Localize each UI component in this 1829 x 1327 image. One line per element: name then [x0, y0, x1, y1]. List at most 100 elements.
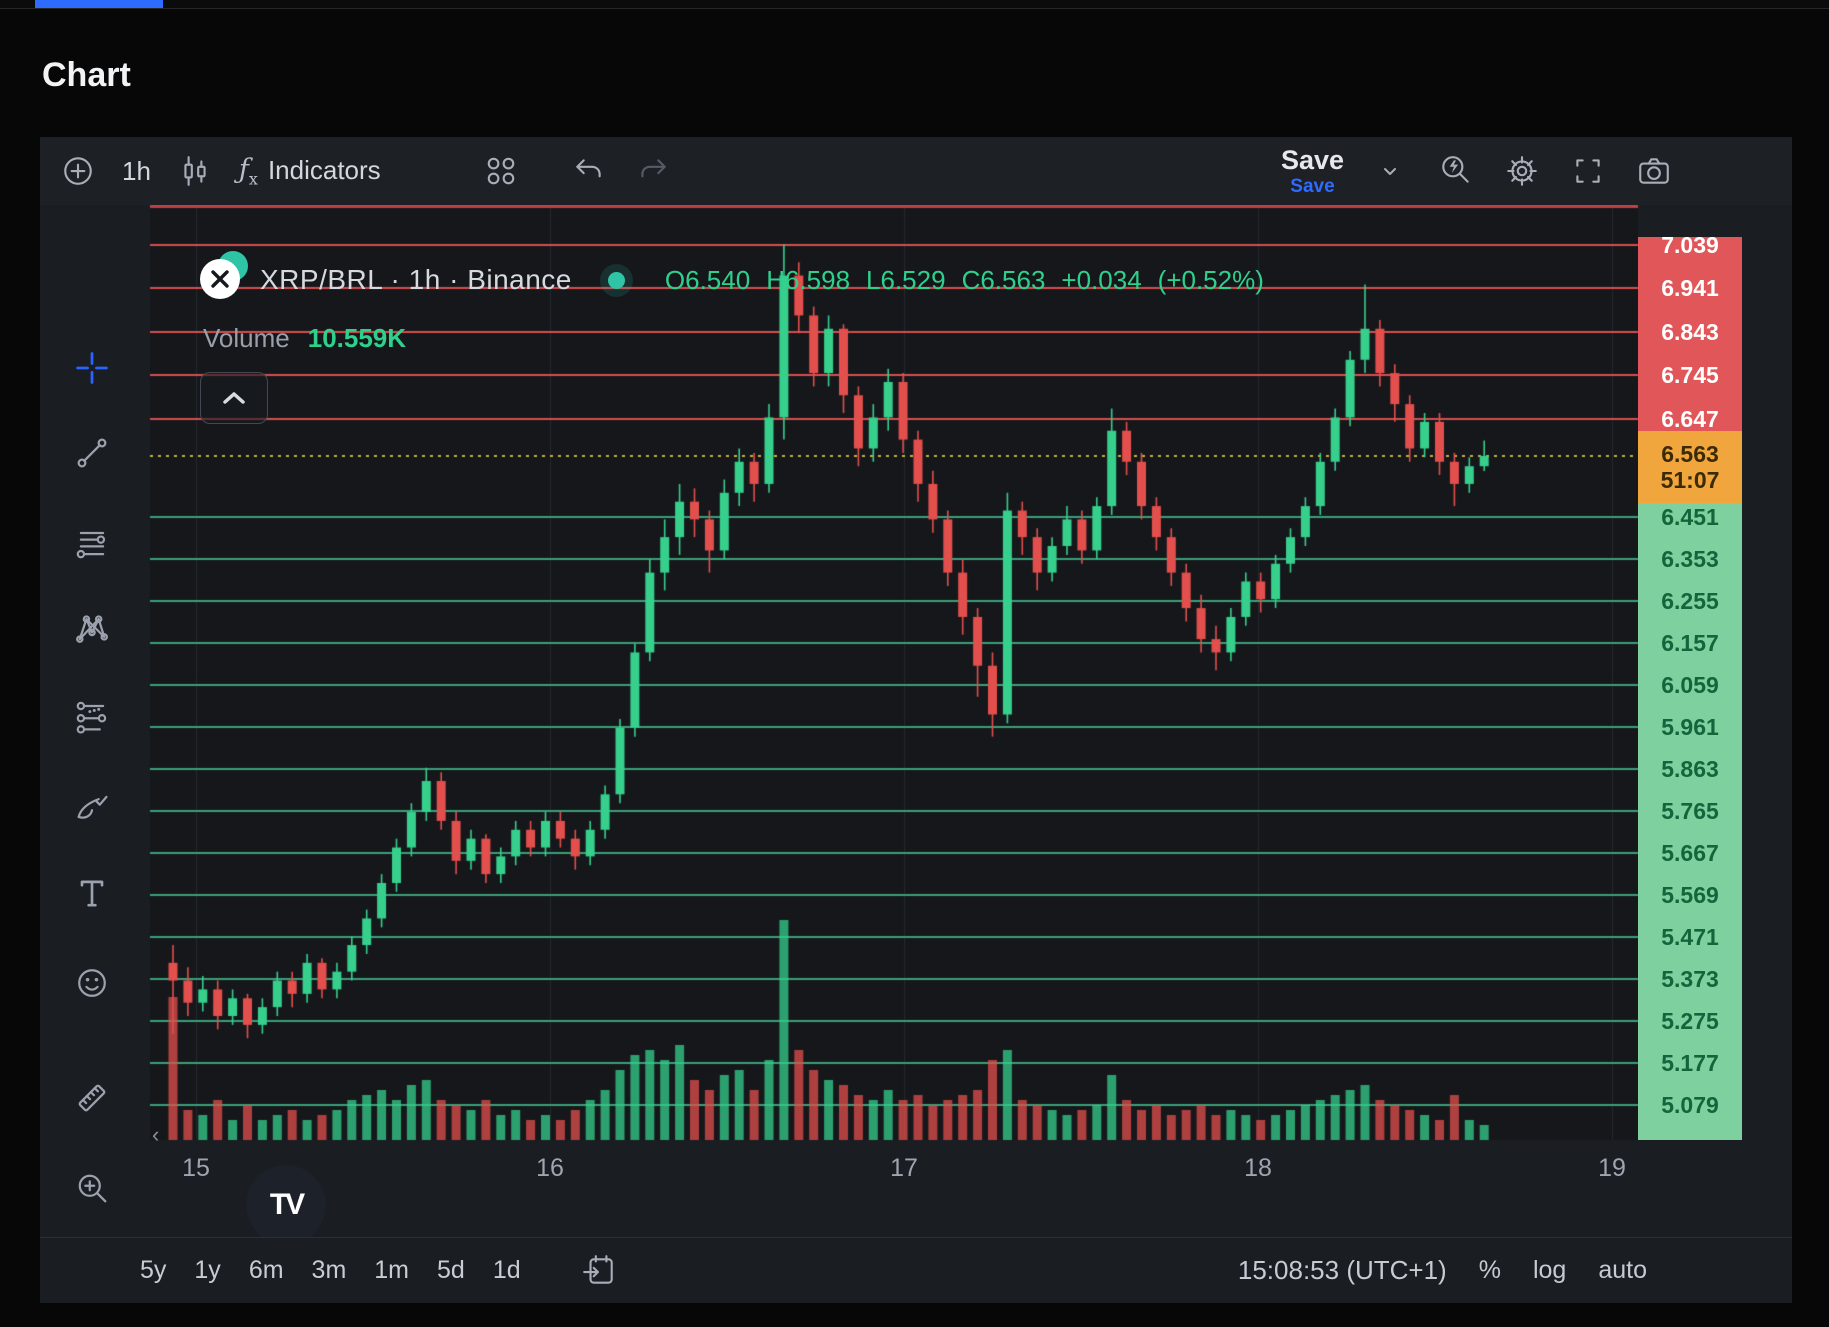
log-scale-button[interactable]: log	[1532, 1256, 1567, 1284]
active-tab-indicator[interactable]	[35, 0, 163, 8]
xrp-logo-circle	[200, 259, 240, 299]
range-1d[interactable]: 1d	[492, 1256, 521, 1284]
price-tick-label: 6.059	[1661, 672, 1719, 698]
redo-button[interactable]	[633, 151, 673, 191]
price-tick-label: 6.745	[1661, 362, 1719, 388]
indicators-label: Indicators	[267, 155, 381, 186]
range-6m[interactable]: 6m	[248, 1256, 284, 1284]
undo-arrow-icon	[575, 159, 601, 178]
trend-line-tool[interactable]	[70, 431, 114, 475]
range-3m[interactable]: 3m	[311, 1256, 347, 1284]
time-tick: 17	[890, 1154, 918, 1182]
range-1m[interactable]: 1m	[374, 1256, 410, 1284]
range-1y[interactable]: 1y	[194, 1256, 221, 1284]
price-scale-red-zone: 7.039 6.941 6.843 6.745 6.647	[1638, 232, 1742, 432]
price-tick-label: 5.765	[1661, 798, 1719, 824]
smiley-icon	[78, 969, 106, 997]
indicators-button[interactable]: ƒx Indicators	[239, 154, 381, 188]
fullscreen-button[interactable]	[1568, 151, 1608, 191]
crosshair-icon	[76, 352, 108, 384]
time-tick: 18	[1244, 1154, 1272, 1182]
price-tick-label: 6.157	[1661, 630, 1719, 656]
settings-button[interactable]	[1502, 151, 1542, 191]
fib-retracement-tool[interactable]	[70, 521, 114, 565]
ohlc-change-pct: (+0.52%)	[1157, 264, 1264, 295]
crosshair-tool[interactable]	[70, 346, 114, 390]
ruler-icon	[78, 1084, 106, 1112]
calendar-go-icon	[582, 1254, 613, 1284]
symbol-title[interactable]: XRP/BRL · 1h · Binance	[260, 264, 572, 295]
collapse-legend-button[interactable]	[200, 372, 268, 424]
quick-search-button[interactable]	[1436, 151, 1476, 191]
date-range-buttons: 5y 1y 6m 3m 1m 5d 1d	[40, 1251, 619, 1291]
price-chart-canvas[interactable]	[40, 137, 1792, 1303]
bar-countdown: 51:07	[1660, 467, 1720, 493]
price-tick-label: 5.079	[1661, 1092, 1719, 1118]
save-menu-chevron[interactable]	[1370, 151, 1410, 191]
xrp-logo[interactable]	[200, 251, 248, 303]
go-to-date-button[interactable]	[579, 1251, 619, 1291]
snapshot-button[interactable]	[1634, 151, 1674, 191]
fullscreen-icon	[1576, 159, 1600, 183]
projection-icon	[76, 701, 107, 734]
chevron-down-icon	[1384, 168, 1396, 175]
camera-icon	[1639, 158, 1669, 184]
time-tick: 19	[1598, 1154, 1626, 1182]
emoji-tool[interactable]	[70, 961, 114, 1005]
range-5y[interactable]: 5y	[140, 1256, 167, 1284]
price-scale[interactable]: 7.039 6.941 6.843 6.745 6.647 6.563 51:07 6.…	[1638, 137, 1742, 1303]
price-scale-green-zone: 6.451 6.353 6.255 6.157 6.059 5.961 5.863 5.765…	[1638, 503, 1742, 1140]
chart-style-button[interactable]	[175, 151, 215, 191]
time-axis[interactable]: 15 16 17 18 19	[40, 1140, 1638, 1196]
price-tick-label: 5.863	[1661, 756, 1719, 782]
ohlc-low: L6.529	[866, 264, 946, 295]
price-tick-label: 6.843	[1661, 319, 1719, 345]
volume-value: 10.559K	[307, 323, 407, 353]
tradingview-logo[interactable]: TV	[246, 1165, 326, 1245]
auto-scale-button[interactable]: auto	[1598, 1256, 1647, 1284]
measure-tool[interactable]	[70, 1076, 114, 1120]
grid-layout-icon	[487, 157, 514, 185]
drawing-toolbar	[40, 205, 150, 1303]
price-tick-label: 6.255	[1661, 588, 1719, 614]
price-tick-label: 5.961	[1661, 714, 1719, 740]
range-5d[interactable]: 5d	[437, 1256, 465, 1284]
brush-tool[interactable]	[70, 786, 114, 830]
market-status-dot[interactable]	[607, 271, 625, 289]
zoom-in-tool[interactable]	[70, 1166, 114, 1210]
scroll-left-handle[interactable]: ‹	[152, 1122, 160, 1147]
volume-label: Volume	[203, 323, 290, 353]
price-tick-label: 5.177	[1661, 1050, 1719, 1076]
save-button[interactable]: Save Save	[1280, 144, 1344, 197]
interval-button[interactable]: 1h	[122, 155, 151, 186]
clock-timezone-button[interactable]: 15:08:53 (UTC+1)	[1237, 1255, 1447, 1285]
price-tick-label: 6.941	[1661, 275, 1719, 301]
projection-tool[interactable]	[70, 694, 114, 738]
layout-grid-button[interactable]	[481, 151, 521, 191]
price-tick-label: 6.451	[1661, 504, 1719, 530]
trend-line-icon	[77, 438, 107, 468]
ohlc-change: +0.034	[1061, 264, 1142, 295]
xabcd-pattern-icon	[75, 615, 109, 643]
current-price-label: 6.563 51:07	[1638, 431, 1742, 503]
xabcd-pattern-tool[interactable]	[70, 606, 114, 650]
candlestick-icon	[184, 156, 206, 186]
fib-retracement-icon	[76, 531, 106, 559]
current-price-value: 6.563	[1661, 440, 1719, 467]
x-mark-icon	[211, 270, 229, 288]
symbol-add-button[interactable]	[58, 151, 98, 191]
time-tick: 15	[182, 1154, 210, 1182]
redo-arrow-icon	[641, 159, 666, 178]
gear-icon	[1507, 156, 1537, 186]
chart-widget: 1h ƒx Indicators	[40, 137, 1792, 1303]
chart-bottom-toolbar: 5y 1y 6m 3m 1m 5d 1d 15:08:53 (UTC+1) % …	[40, 1237, 1792, 1303]
symbol-header: XRP/BRL · 1h · Binance O6.540 H6.598 L6.…	[200, 251, 1264, 303]
percent-scale-button[interactable]: %	[1478, 1256, 1501, 1284]
undo-button[interactable]	[569, 151, 609, 191]
text-tool[interactable]	[70, 871, 114, 915]
time-tick: 16	[536, 1154, 564, 1182]
price-tick-label: 5.471	[1661, 924, 1719, 950]
price-tick-label: 5.667	[1661, 840, 1719, 866]
price-tick-label: 6.647	[1661, 406, 1719, 432]
ohlc-high: H6.598	[766, 264, 851, 295]
